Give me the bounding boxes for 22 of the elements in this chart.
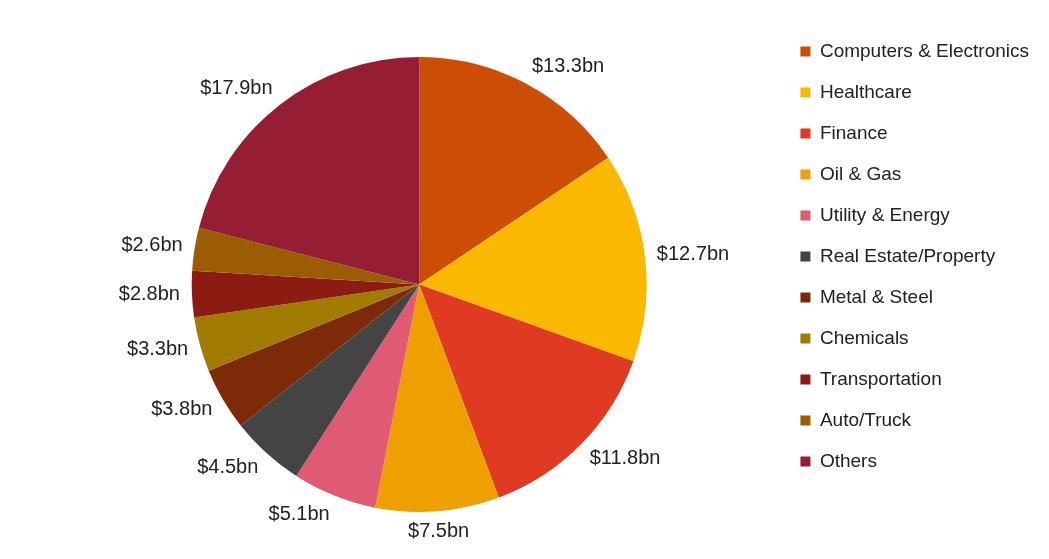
legend-label: Others xyxy=(819,449,877,471)
legend-label: Healthcare xyxy=(819,80,912,102)
data-label: $13.3bn xyxy=(531,53,605,76)
legend-label: Transportation xyxy=(819,367,942,389)
data-label: $3.8bn xyxy=(151,396,213,419)
legend-label: Finance xyxy=(819,121,888,143)
data-label: $4.5bn xyxy=(197,455,259,478)
data-label: $2.8bn xyxy=(118,282,180,305)
data-label: $7.5bn xyxy=(408,518,470,541)
data-label: $5.1bn xyxy=(268,501,330,524)
data-label: $12.7bn xyxy=(656,241,730,264)
data-label: $17.9bn xyxy=(200,76,273,99)
legend-label: Utility & Energy xyxy=(819,203,951,225)
legend-label: Chemicals xyxy=(819,326,909,348)
data-label: $3.3bn xyxy=(127,337,189,360)
legend-label: Real Estate/Property xyxy=(819,244,996,266)
data-label: $2.6bn xyxy=(121,233,183,256)
data-label: $11.8bn xyxy=(589,445,661,468)
legend-label: Computers & Electronics xyxy=(819,39,1029,61)
legend-label: Auto/Truck xyxy=(819,408,912,430)
legend-label: Oil & Gas xyxy=(819,162,902,184)
legend-label: Metal & Steel xyxy=(819,285,933,307)
